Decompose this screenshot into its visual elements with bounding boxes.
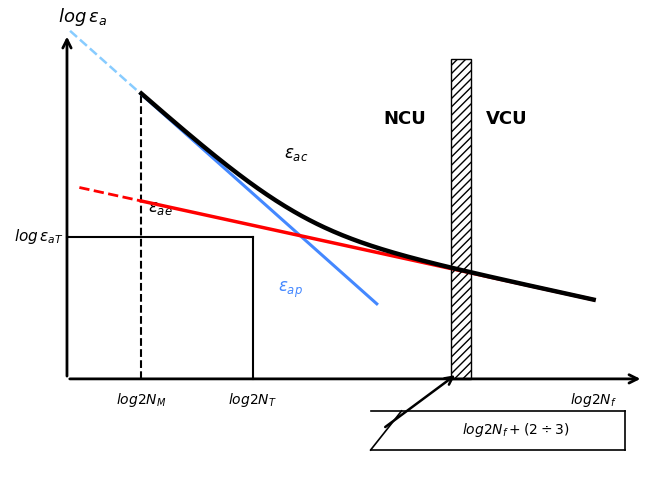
- Bar: [451, 59, 471, 379]
- Text: VCU: VCU: [486, 110, 528, 128]
- Text: $log2N_f + (2 \div 3)$: $log2N_f + (2 \div 3)$: [463, 421, 570, 439]
- Text: $\varepsilon_{ap}$: $\varepsilon_{ap}$: [278, 280, 303, 300]
- Text: $log2N_T$: $log2N_T$: [229, 392, 277, 410]
- Text: $log\,\varepsilon_{aT}$: $log\,\varepsilon_{aT}$: [14, 227, 64, 246]
- Text: $\varepsilon_{ae}$: $\varepsilon_{ae}$: [148, 200, 172, 217]
- Text: $log\,\varepsilon_a$: $log\,\varepsilon_a$: [58, 6, 106, 28]
- Text: NCU: NCU: [383, 110, 426, 128]
- Text: $log2N_f$: $log2N_f$: [570, 392, 617, 410]
- Text: $\varepsilon_{ac}$: $\varepsilon_{ac}$: [284, 146, 308, 163]
- Text: $log2N_M$: $log2N_M$: [116, 392, 167, 410]
